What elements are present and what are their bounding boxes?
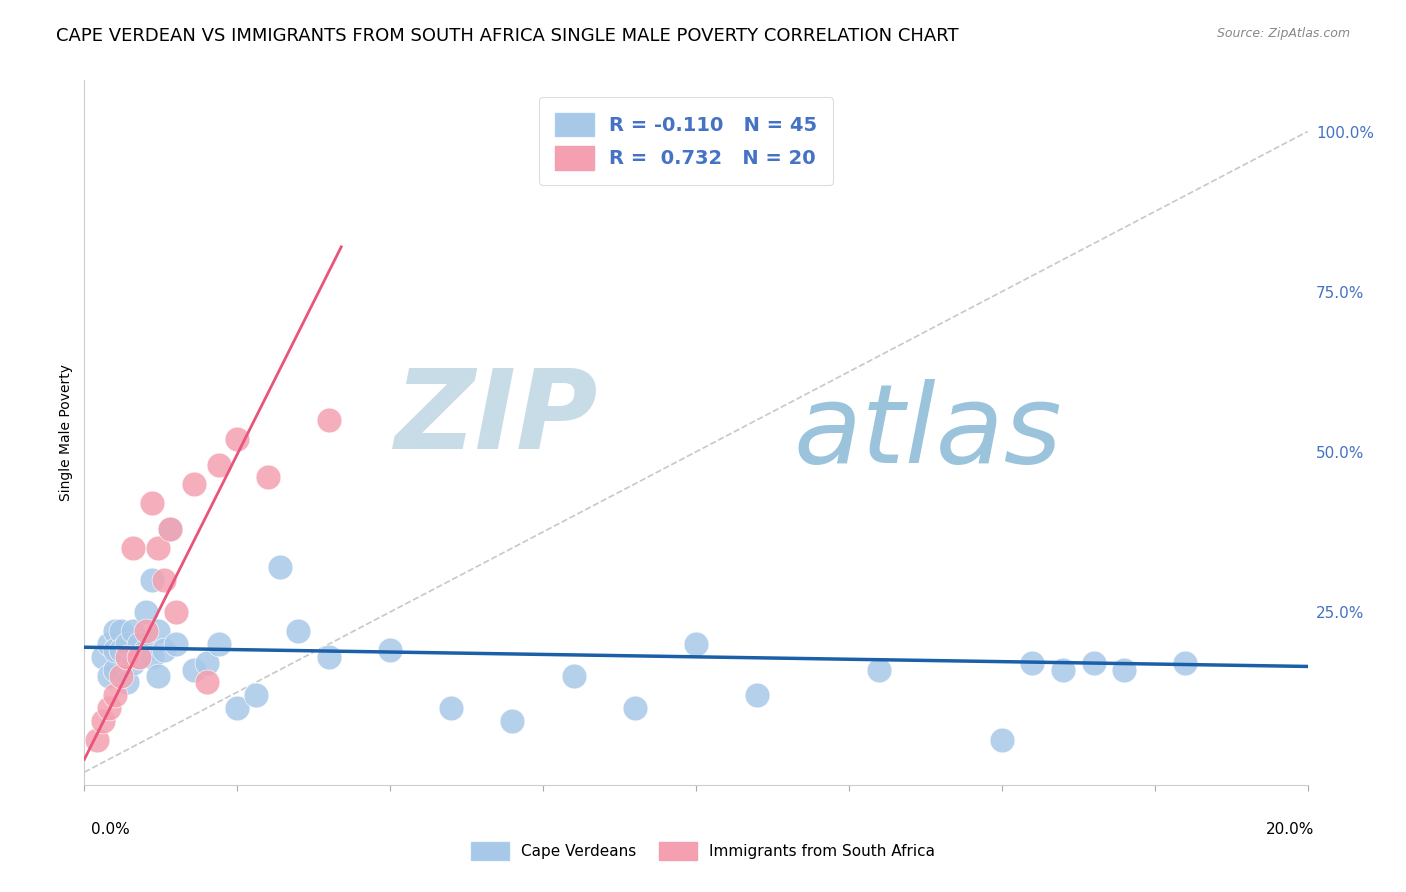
Point — [104, 663, 127, 677]
Point — [146, 541, 169, 555]
Text: atlas: atlas — [794, 379, 1063, 486]
Legend: R = -0.110   N = 45, R =  0.732   N = 20: R = -0.110 N = 45, R = 0.732 N = 20 — [540, 97, 832, 186]
Point — [128, 649, 150, 664]
Point — [195, 675, 218, 690]
Point — [97, 669, 120, 683]
Point — [245, 688, 267, 702]
Point — [562, 669, 585, 683]
Point — [269, 560, 291, 574]
Point — [122, 657, 145, 671]
Point — [226, 701, 249, 715]
Point — [141, 496, 163, 510]
Point — [195, 657, 218, 671]
Point — [183, 663, 205, 677]
Point — [318, 649, 340, 664]
Point — [110, 669, 132, 683]
Point — [208, 458, 231, 472]
Point — [135, 624, 157, 639]
Point — [685, 637, 707, 651]
Point — [226, 432, 249, 446]
Point — [122, 541, 145, 555]
Point — [141, 649, 163, 664]
Point — [135, 605, 157, 619]
Point — [115, 649, 138, 664]
Text: 0.0%: 0.0% — [91, 822, 131, 837]
Point — [122, 624, 145, 639]
Point — [104, 624, 127, 639]
Point — [153, 573, 176, 587]
Point — [287, 624, 309, 639]
Point — [440, 701, 463, 715]
Point — [1083, 657, 1105, 671]
Point — [159, 522, 181, 536]
Point — [128, 637, 150, 651]
Point — [104, 643, 127, 657]
Point — [146, 624, 169, 639]
Point — [624, 701, 647, 715]
Point — [128, 649, 150, 664]
Point — [91, 714, 114, 728]
Y-axis label: Single Male Poverty: Single Male Poverty — [59, 364, 73, 501]
Point — [97, 637, 120, 651]
Point — [159, 522, 181, 536]
Point — [183, 476, 205, 491]
Point — [318, 413, 340, 427]
Point — [869, 663, 891, 677]
Point — [165, 637, 187, 651]
Legend: Cape Verdeans, Immigrants from South Africa: Cape Verdeans, Immigrants from South Afr… — [464, 836, 942, 866]
Point — [141, 573, 163, 587]
Point — [135, 643, 157, 657]
Point — [110, 624, 132, 639]
Point — [146, 669, 169, 683]
Point — [747, 688, 769, 702]
Point — [110, 643, 132, 657]
Point — [165, 605, 187, 619]
Point — [1052, 663, 1074, 677]
Point — [86, 733, 108, 747]
Point — [115, 637, 138, 651]
Point — [1174, 657, 1197, 671]
Point — [115, 675, 138, 690]
Text: 20.0%: 20.0% — [1267, 822, 1315, 837]
Point — [153, 643, 176, 657]
Point — [1021, 657, 1043, 671]
Point — [91, 649, 114, 664]
Text: ZIP: ZIP — [395, 365, 598, 472]
Point — [257, 470, 280, 484]
Text: Source: ZipAtlas.com: Source: ZipAtlas.com — [1216, 27, 1350, 40]
Text: CAPE VERDEAN VS IMMIGRANTS FROM SOUTH AFRICA SINGLE MALE POVERTY CORRELATION CHA: CAPE VERDEAN VS IMMIGRANTS FROM SOUTH AF… — [56, 27, 959, 45]
Point — [380, 643, 402, 657]
Point — [502, 714, 524, 728]
Point — [104, 688, 127, 702]
Point — [208, 637, 231, 651]
Point — [1114, 663, 1136, 677]
Point — [991, 733, 1014, 747]
Point — [97, 701, 120, 715]
